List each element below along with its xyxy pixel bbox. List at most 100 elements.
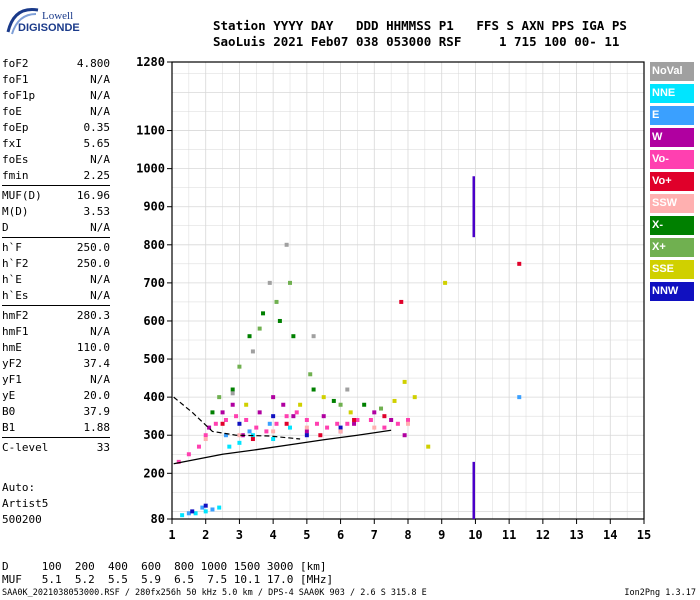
x-tick-label: 3 (236, 528, 243, 542)
param-row: foF1 N/A (2, 72, 110, 88)
param-value: 1.88 (83, 421, 111, 434)
echo-point-w (389, 417, 394, 422)
param-name: h`F (2, 241, 22, 254)
echo-point-e (267, 421, 272, 426)
echo-point-w (271, 395, 276, 400)
echo-point-e (223, 433, 228, 438)
logo-text-digisonde: DIGISONDE (18, 22, 80, 34)
echo-point-sse (244, 402, 249, 407)
echo-point-noval (311, 334, 316, 339)
param-separator (2, 437, 110, 438)
param-row: yF2 37.4 (2, 356, 110, 372)
param-row: foEs N/A (2, 152, 110, 168)
echo-point-w (220, 410, 225, 415)
echo-point-vominus (213, 421, 218, 426)
echo-point-vominus (264, 429, 269, 434)
echo-point-vominus (335, 421, 340, 426)
echo-point-e (210, 507, 215, 512)
param-row: hmF1 N/A (2, 324, 110, 340)
x-tick-label: 7 (371, 528, 378, 542)
y-tick-label: 300 (143, 428, 165, 442)
echo-point-xplus (257, 326, 262, 331)
param-name: yF1 (2, 373, 22, 386)
echo-point-w (281, 402, 286, 407)
x-tick-label: 5 (303, 528, 310, 542)
echo-point-vominus (244, 417, 249, 422)
echo-point-vominus (406, 417, 410, 422)
param-row: B0 37.9 (2, 404, 110, 420)
legend-item-nne: NNE (650, 84, 694, 103)
legend-item-xplus: X+ (650, 238, 694, 257)
param-row: D N/A (2, 220, 110, 236)
param-row: h`E N/A (2, 272, 110, 288)
param-name: h`E (2, 273, 22, 286)
legend-item-e: E (650, 106, 694, 125)
echo-point-voplus (399, 299, 404, 304)
station-header: Station YYYY DAY DDD HHMMSS P1 FFS S AXN… (213, 18, 627, 50)
echo-point-w (257, 410, 262, 415)
param-name: D (2, 221, 9, 234)
param-name: MUF(D) (2, 189, 42, 202)
param-value: 250.0 (76, 241, 110, 254)
echo-point-e (247, 429, 252, 434)
echo-point-w (402, 433, 407, 438)
param-value: 4.800 (76, 57, 110, 70)
header-row-labels: Station YYYY DAY DDD HHMMSS P1 FFS S AXN… (213, 18, 627, 33)
param-value: 280.3 (76, 309, 110, 322)
echo-point-xplus (237, 364, 242, 369)
param-name: foF1p (2, 89, 36, 102)
echo-point-voplus (284, 421, 289, 426)
echo-point-xminus (277, 318, 282, 323)
echo-point-nnw (203, 503, 208, 508)
param-name: M(D) (2, 205, 29, 218)
param-name: hmE (2, 341, 22, 354)
param-value: 110.0 (76, 341, 110, 354)
echo-point-noval (345, 387, 350, 392)
echo-point-e (517, 395, 522, 400)
echo-point-nne (180, 513, 185, 518)
echo-point-vominus (355, 417, 360, 422)
legend-item-w: W (650, 128, 694, 147)
param-row: h`Es N/A (2, 288, 110, 304)
y-tick-label: 200 (143, 466, 165, 480)
param-value: N/A (90, 221, 110, 234)
param-value: N/A (90, 273, 110, 286)
echo-point-xminus (230, 387, 235, 392)
echo-point-vominus (294, 410, 299, 415)
y-tick-label: 1100 (136, 124, 165, 138)
x-tick-label: 8 (404, 528, 411, 542)
echo-point-voplus (250, 437, 255, 442)
profile-dashed-line (173, 396, 301, 440)
param-row: fxI 5.65 (2, 136, 110, 152)
x-tick-label: 4 (270, 528, 277, 542)
echo-point-w (304, 429, 309, 434)
echo-point-ssw (338, 429, 343, 434)
muf-row: MUF 5.1 5.2 5.5 5.9 6.5 7.5 10.1 17.0 [M… (2, 573, 334, 586)
param-name: fxI (2, 137, 22, 150)
echo-point-sse (412, 395, 417, 400)
param-row: M(D) 3.53 (2, 204, 110, 220)
echo-point-e (186, 511, 191, 516)
echo-point-vominus (304, 417, 309, 422)
param-value: 33 (96, 441, 110, 454)
param-row: yF1 N/A (2, 372, 110, 388)
param-separator (2, 237, 110, 238)
auto-label: Auto: (2, 481, 36, 494)
echo-point-vominus (254, 425, 259, 430)
param-row: h`F2 250.0 (2, 256, 110, 272)
param-separator (2, 185, 110, 186)
lowell-digisonde-logo: Lowell DIGISONDE (4, 2, 80, 42)
echo-point-vominus (234, 414, 239, 419)
echo-point-w (207, 425, 212, 430)
param-row: yE 20.0 (2, 388, 110, 404)
x-tick-label: 9 (438, 528, 445, 542)
legend-item-sse: SSE (650, 260, 694, 279)
echo-point-vominus (203, 433, 208, 438)
x-tick-label: 14 (603, 528, 617, 542)
echo-point-vominus (382, 425, 387, 430)
param-value: N/A (90, 325, 110, 338)
echo-point-sse (321, 395, 326, 400)
echo-point-noval (284, 242, 289, 247)
echo-point-w (352, 421, 357, 426)
echo-point-vominus (223, 417, 228, 422)
